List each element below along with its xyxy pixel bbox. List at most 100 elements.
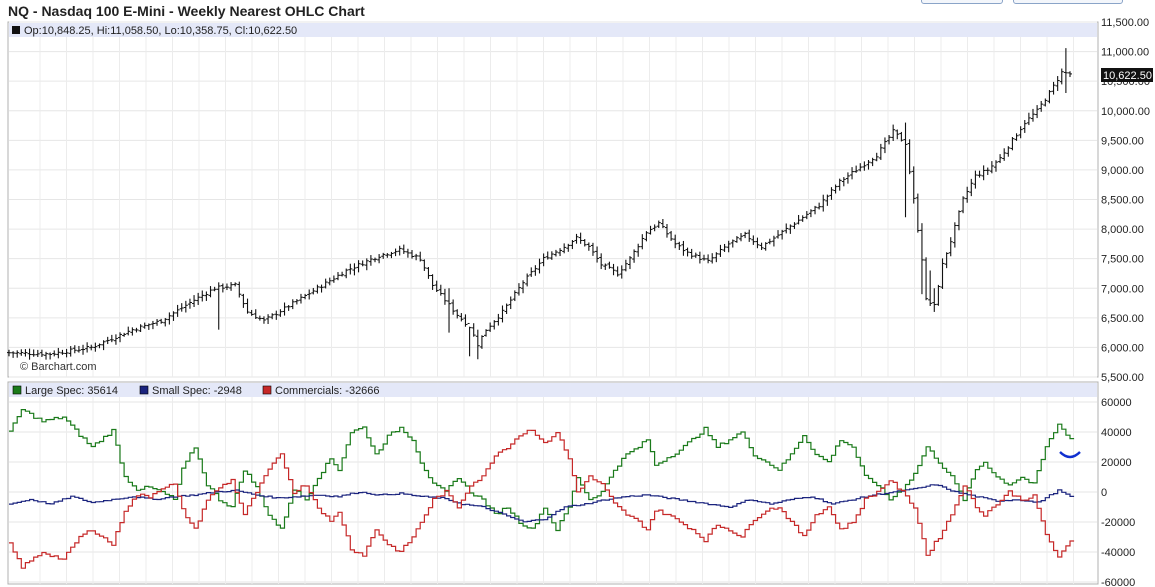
ohlc-bar	[685, 247, 690, 257]
ohlc-bar	[656, 220, 661, 228]
ohlc-bar	[660, 218, 665, 229]
toolbar-button-1[interactable]	[921, 0, 1003, 4]
ohlc-bar	[155, 318, 160, 326]
ohlc-bar	[72, 345, 77, 354]
ohlc-bar	[595, 246, 600, 263]
ohlc-bar	[1063, 48, 1068, 93]
ohlc-bar	[150, 320, 155, 330]
ohlc-bar	[68, 346, 73, 357]
ohlc-bar	[553, 249, 558, 257]
ohlc-bar	[27, 348, 32, 360]
ohlc-bar	[229, 282, 234, 291]
legend-swatch-commercials	[262, 385, 272, 395]
ohlc-bar	[323, 278, 328, 289]
ohlc-bar	[549, 251, 554, 260]
ohlc-bar	[187, 298, 192, 309]
ohlc-bar	[134, 327, 139, 333]
ohlc-bar	[891, 124, 896, 142]
ohlc-bar	[603, 263, 608, 270]
ohlc-bar	[60, 349, 65, 355]
ohlc-bar	[327, 277, 332, 286]
ohlc-bar	[319, 284, 324, 293]
ohlc-bar	[771, 235, 776, 247]
ohlc-bar	[393, 248, 398, 257]
watermark: © Barchart.com	[20, 361, 97, 373]
ohlc-bar	[644, 231, 649, 242]
ohlc-bar	[224, 283, 229, 291]
ohlc-bar	[426, 267, 431, 279]
ohlc-bar	[311, 287, 316, 295]
ohlc-bar	[294, 299, 299, 305]
ohlc-bar	[845, 172, 850, 184]
ohlc-bar	[397, 245, 402, 256]
ohlc-bar	[566, 243, 571, 252]
price-tick-label: 11,500.00	[1101, 17, 1149, 29]
ohlc-bar	[882, 137, 887, 154]
ohlc-bar	[500, 305, 505, 323]
ohlc-bar	[298, 293, 303, 304]
series-line-large-spec	[9, 409, 1075, 532]
ohlc-bar	[664, 223, 669, 238]
ohlc-bar	[792, 222, 797, 229]
series-line-small-spec	[9, 484, 1075, 523]
ohlc-bar	[578, 232, 583, 244]
price-tick-label: 8,500.00	[1101, 195, 1144, 207]
ohlc-bar	[582, 239, 587, 247]
ohlc-bar	[11, 351, 16, 358]
ohlc-bar	[808, 209, 813, 218]
ohlc-bar	[759, 242, 764, 251]
series-line-commercials	[9, 429, 1075, 569]
ohlc-bar	[126, 326, 131, 336]
ohlc-bar	[1047, 90, 1052, 104]
cot-tick-label: -60000	[1101, 577, 1135, 587]
ohlc-bar	[303, 293, 308, 300]
ohlc-bar	[574, 233, 579, 244]
ohlc-bar	[274, 310, 279, 320]
ohlc-bar	[755, 237, 760, 249]
ohlc-bar	[496, 313, 501, 326]
ohlc-bar	[212, 286, 217, 292]
ohlc-bar	[878, 143, 883, 160]
ohlc-bar	[627, 256, 632, 270]
ohlc-bar	[870, 157, 875, 167]
ohlc-bar	[747, 229, 752, 242]
ohlc-bar	[64, 348, 69, 358]
ohlc-bar	[405, 248, 410, 258]
ohlc-bar	[636, 243, 641, 257]
toolbar-button-2[interactable]	[1013, 0, 1123, 4]
ohlc-bar	[241, 293, 246, 308]
ohlc-bar	[290, 299, 295, 310]
ohlc-bar	[463, 314, 468, 327]
cot-axis: -60000 -40000 -20000 0 20000 40000 60000	[1101, 397, 1135, 587]
ohlc-bar	[1059, 68, 1064, 85]
ohlc-bar	[261, 316, 266, 324]
ohlc-bar	[167, 312, 172, 325]
price-tick-label: 7,500.00	[1101, 254, 1144, 266]
ohlc-bar	[681, 240, 686, 256]
ohlc-bar	[973, 170, 978, 189]
ohlc-bar	[998, 154, 1003, 164]
ohlc-bar	[52, 350, 57, 357]
ohlc-bar	[780, 229, 785, 240]
cot-tick-label: 40000	[1101, 427, 1132, 439]
ohlc-bar	[825, 194, 830, 206]
ohlc-bar	[1006, 146, 1011, 157]
price-tick-label: 8,000.00	[1101, 224, 1144, 236]
ohlc-bar	[1026, 112, 1031, 126]
ohlc-bar	[586, 242, 591, 251]
ohlc-bar	[455, 309, 460, 319]
ohlc-bar	[936, 284, 941, 306]
ohlc-bar	[640, 234, 645, 250]
ohlc-bar	[800, 215, 805, 222]
ohlc-bar	[249, 309, 254, 316]
ohlc-bar	[862, 161, 867, 171]
ohlc-bar	[718, 244, 723, 257]
ohlc-bar	[632, 249, 637, 263]
ohlc-bar	[940, 258, 945, 289]
ohlc-bar	[521, 280, 526, 294]
ohlc-bar	[159, 318, 164, 324]
ohlc-bar	[508, 296, 513, 310]
ohlc-bar	[697, 251, 702, 264]
ohlc-bar	[1039, 100, 1044, 112]
ohlc-bar	[266, 314, 271, 325]
